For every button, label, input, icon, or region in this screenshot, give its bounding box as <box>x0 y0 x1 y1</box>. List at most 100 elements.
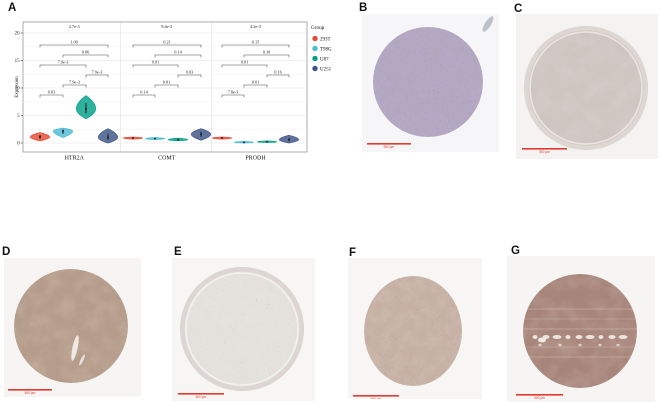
significance-bracket <box>221 44 290 48</box>
median-dot <box>62 130 64 132</box>
median-dot <box>132 137 134 139</box>
tissue-image-d: 500 μm <box>4 258 141 397</box>
y-tick-label: 10 <box>15 87 20 92</box>
legend-swatch <box>312 65 318 72</box>
y-tick-label: 5 <box>17 114 20 119</box>
median-dot <box>221 137 223 139</box>
scale-bar <box>8 389 52 391</box>
p-value-label: 0.03 <box>48 90 56 95</box>
median-dot <box>107 136 109 139</box>
p-value-label: 0.16 <box>274 70 282 75</box>
scale-bar <box>367 143 411 145</box>
p-value-label: 0.21 <box>163 40 171 45</box>
panel-label-g: G <box>511 245 520 257</box>
overall-p-label: 2.7e-3 <box>69 24 80 29</box>
significance-bracket <box>132 94 156 98</box>
p-value-label: 0.14 <box>140 90 148 95</box>
p-value-label: 0.06 <box>82 50 90 55</box>
legend-swatch <box>312 45 318 52</box>
tissue-image-c: 500 μm <box>516 14 658 159</box>
median-dot <box>154 137 156 140</box>
scale-bar-label: 500 μm <box>539 150 550 154</box>
significance-bracket <box>221 64 268 68</box>
tissue-core <box>524 26 648 150</box>
tissue-core <box>364 276 462 386</box>
tissue-image-b: 500 μm <box>362 14 499 152</box>
p-value-label: 7.8e-3 <box>228 90 239 95</box>
significance-bracket <box>154 54 202 58</box>
tissue-core <box>180 267 304 391</box>
tissue-svg: 500 μm <box>362 14 499 152</box>
significance-bracket <box>62 84 87 88</box>
tissue-rim <box>180 267 304 391</box>
p-value-label: 0.03 <box>186 70 194 75</box>
x-category-label: PRODH <box>245 156 266 162</box>
significance-bracket <box>154 84 179 88</box>
significance-bracket <box>62 54 109 58</box>
tissue-core <box>373 27 483 137</box>
median-dot <box>266 141 268 143</box>
p-value-label: 0.14 <box>174 50 182 55</box>
median-dot <box>177 138 179 141</box>
tissue-svg: 500 μm <box>172 258 315 401</box>
median-dot <box>39 136 41 138</box>
median-dot <box>85 108 87 110</box>
significance-bracket <box>132 64 179 68</box>
tissue-svg: 500 μm <box>507 256 655 402</box>
tissue-fleck <box>552 335 562 339</box>
panel-label-a: A <box>8 2 17 14</box>
significance-bracket <box>39 94 64 98</box>
y-axis-title: Expression <box>15 76 20 98</box>
significance-bracket <box>221 94 245 98</box>
tissue-svg: 500 μm <box>348 258 482 399</box>
panel-label-e: E <box>174 246 182 258</box>
significance-bracket <box>39 64 87 68</box>
violin-plot-svg: 0 5 10 15 20 Expression 1.00 0.06 7.9e-3 7.9e-3 7.… <box>15 21 332 162</box>
median-dot <box>288 138 290 141</box>
scale-bar <box>353 395 399 397</box>
p-value-label: 7.9e-3 <box>69 80 80 85</box>
legend-label: 293T <box>320 37 331 42</box>
tissue-image-g: 500 μm <box>507 256 655 402</box>
significance-bracket <box>177 74 202 78</box>
x-category-label: COMT <box>158 156 176 162</box>
legend-label: U87 <box>320 57 329 62</box>
panel-label-d: D <box>2 246 11 258</box>
p-value-label: 1.00 <box>70 40 78 45</box>
x-category-label: HTR2A <box>65 156 85 162</box>
p-value-label: 0.01 <box>241 60 249 65</box>
p-value-label: 0.01 <box>252 80 260 85</box>
panel-label-b: B <box>359 2 368 14</box>
legend-label: T98G <box>320 47 332 52</box>
scale-bar-label: 500 μm <box>371 397 382 399</box>
tissue-rim <box>524 26 648 150</box>
median-dot <box>200 133 202 136</box>
tissue-image-e: 500 μm <box>172 258 315 401</box>
significance-bracket <box>243 84 268 88</box>
scale-bar-label: 500 μm <box>534 396 545 400</box>
tissue-fragment <box>482 16 494 32</box>
p-value-label: 0.01 <box>163 80 171 85</box>
legend-label: U251 <box>320 67 332 72</box>
legend-swatch <box>312 55 318 62</box>
p-value-label: 0.10 <box>263 50 271 55</box>
tissue-svg: 500 μm <box>516 14 658 159</box>
panel-label-c: C <box>514 3 523 15</box>
vessel-streak <box>71 335 79 361</box>
tissue-fleck <box>532 335 538 339</box>
y-tick-label: 15 <box>15 59 20 64</box>
tissue-fleck <box>608 335 616 339</box>
p-value-label: 0.01 <box>152 60 160 65</box>
significance-bracket <box>132 44 202 48</box>
scale-bar <box>516 394 563 396</box>
p-value-label: 7.9e-3 <box>92 70 103 75</box>
overall-p-label: 4.2e-3 <box>250 24 261 29</box>
tissue-fleck <box>585 335 595 339</box>
tissue-core <box>14 269 128 383</box>
significance-bracket <box>243 54 290 58</box>
scale-bar <box>178 393 224 395</box>
scale-bar-label: 500 μm <box>25 391 36 395</box>
significance-bracket <box>85 74 109 78</box>
legend-swatch <box>312 35 318 42</box>
